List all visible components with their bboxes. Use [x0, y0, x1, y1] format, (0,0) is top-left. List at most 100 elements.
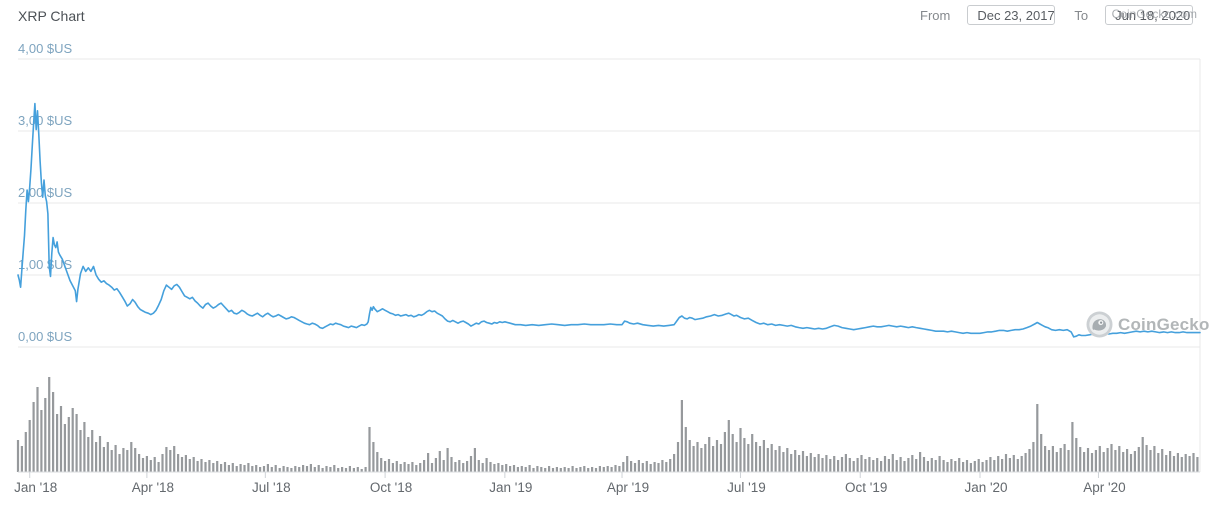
volume-bar — [274, 465, 277, 472]
volume-bar — [360, 469, 363, 472]
volume-bar — [220, 464, 223, 472]
volume-bar — [903, 461, 906, 472]
volume-bar — [1180, 457, 1183, 472]
volume-bar — [192, 457, 195, 472]
volume-bar — [329, 467, 332, 472]
to-date-input[interactable] — [1105, 5, 1194, 25]
volume-bar — [384, 461, 387, 472]
volume-bar — [153, 457, 156, 472]
volume-bar — [618, 466, 621, 472]
volume-bar — [407, 464, 410, 472]
volume-bar — [48, 377, 51, 472]
volume-bar — [1075, 438, 1078, 472]
volume-bar — [551, 468, 555, 472]
volume-bar — [1036, 404, 1039, 472]
volume-bar — [79, 430, 82, 472]
volume-bar — [985, 460, 988, 472]
volume-bar — [344, 468, 348, 472]
volume-bar — [649, 464, 652, 472]
volume-bar — [536, 466, 539, 472]
volume-bar — [1032, 442, 1035, 472]
volume-bar — [868, 457, 871, 472]
volume-bar — [317, 465, 320, 472]
volume-bar — [852, 461, 855, 472]
volume-bar — [309, 464, 312, 472]
volume-bar — [403, 462, 406, 472]
price-line[interactable] — [17, 102, 1201, 338]
volume-bar — [563, 467, 566, 472]
volume-bar — [1098, 446, 1101, 472]
volume-bar — [321, 468, 324, 472]
volume-bar — [67, 417, 70, 472]
volume-bar — [348, 466, 351, 472]
x-axis-ticks-labels: Jan '18 Apr '18 Jul '18 Oct '18 Jan '19 Apr '… — [14, 472, 1126, 495]
volume-bar — [423, 460, 426, 472]
volume-bar — [907, 458, 910, 472]
volume-bar — [173, 446, 176, 472]
volume-bar — [676, 442, 680, 472]
volume-bar — [747, 444, 750, 472]
volume-bar — [790, 454, 793, 472]
volume-bar — [950, 459, 953, 472]
volume-bar — [489, 462, 492, 472]
volume-bar — [817, 454, 820, 472]
volume-bar — [801, 451, 805, 472]
volume-bar — [227, 465, 230, 472]
volume-bar — [934, 460, 937, 472]
volume-bar — [56, 414, 59, 472]
volume-bar — [1176, 453, 1179, 472]
volume-bar — [290, 468, 293, 472]
volume-bar — [294, 466, 297, 472]
volume-bar — [755, 442, 758, 472]
volume-bar — [1129, 454, 1133, 472]
volume-bar — [1165, 455, 1168, 472]
from-date-input[interactable] — [967, 5, 1056, 25]
volume-bar — [102, 447, 105, 472]
volume-bar — [969, 463, 972, 472]
volume-bar — [473, 448, 476, 472]
volume-bar — [282, 466, 285, 472]
volume-bar — [528, 465, 531, 472]
volume-bar — [922, 457, 926, 472]
volume-bar — [1086, 448, 1090, 472]
date-range-controls: From To — [920, 5, 1194, 25]
volume-bar — [719, 444, 723, 472]
volume-bar — [837, 460, 840, 472]
volume-bar — [610, 467, 613, 472]
volume-bar — [520, 466, 523, 472]
volume-bar — [930, 458, 933, 472]
volume-bar — [1161, 449, 1164, 472]
volume-bar — [637, 460, 640, 472]
volume-bar — [259, 467, 262, 472]
to-label: To — [1074, 7, 1089, 23]
volume-bar — [1157, 453, 1160, 472]
volume-bar — [1188, 456, 1191, 472]
volume-bar — [766, 448, 769, 472]
volume-bar — [571, 466, 574, 472]
volume-bar — [1169, 451, 1172, 472]
volume-bar — [723, 432, 726, 472]
x-axis-label: Jul '18 — [252, 480, 291, 495]
volume-bar — [239, 464, 242, 472]
volume-bar — [1059, 448, 1062, 472]
volume-bar — [626, 456, 629, 472]
volume-bar — [180, 457, 184, 472]
page-title: XRP Chart — [18, 8, 85, 24]
volume-bar — [1090, 453, 1094, 472]
volume-bar — [497, 463, 500, 472]
volume-bar — [505, 464, 508, 472]
volume-bar — [1012, 455, 1015, 472]
volume-bar — [356, 467, 359, 472]
volume-bar — [286, 467, 289, 472]
volume-bar — [532, 468, 535, 472]
volume-bar — [782, 452, 785, 472]
volume-bar — [212, 463, 215, 472]
volume-bar — [704, 444, 707, 472]
volume-bar — [411, 462, 414, 472]
volume-bar — [840, 457, 844, 472]
volume-bar — [848, 458, 851, 472]
volume-bar — [40, 410, 43, 472]
volume-bar — [1137, 447, 1140, 472]
